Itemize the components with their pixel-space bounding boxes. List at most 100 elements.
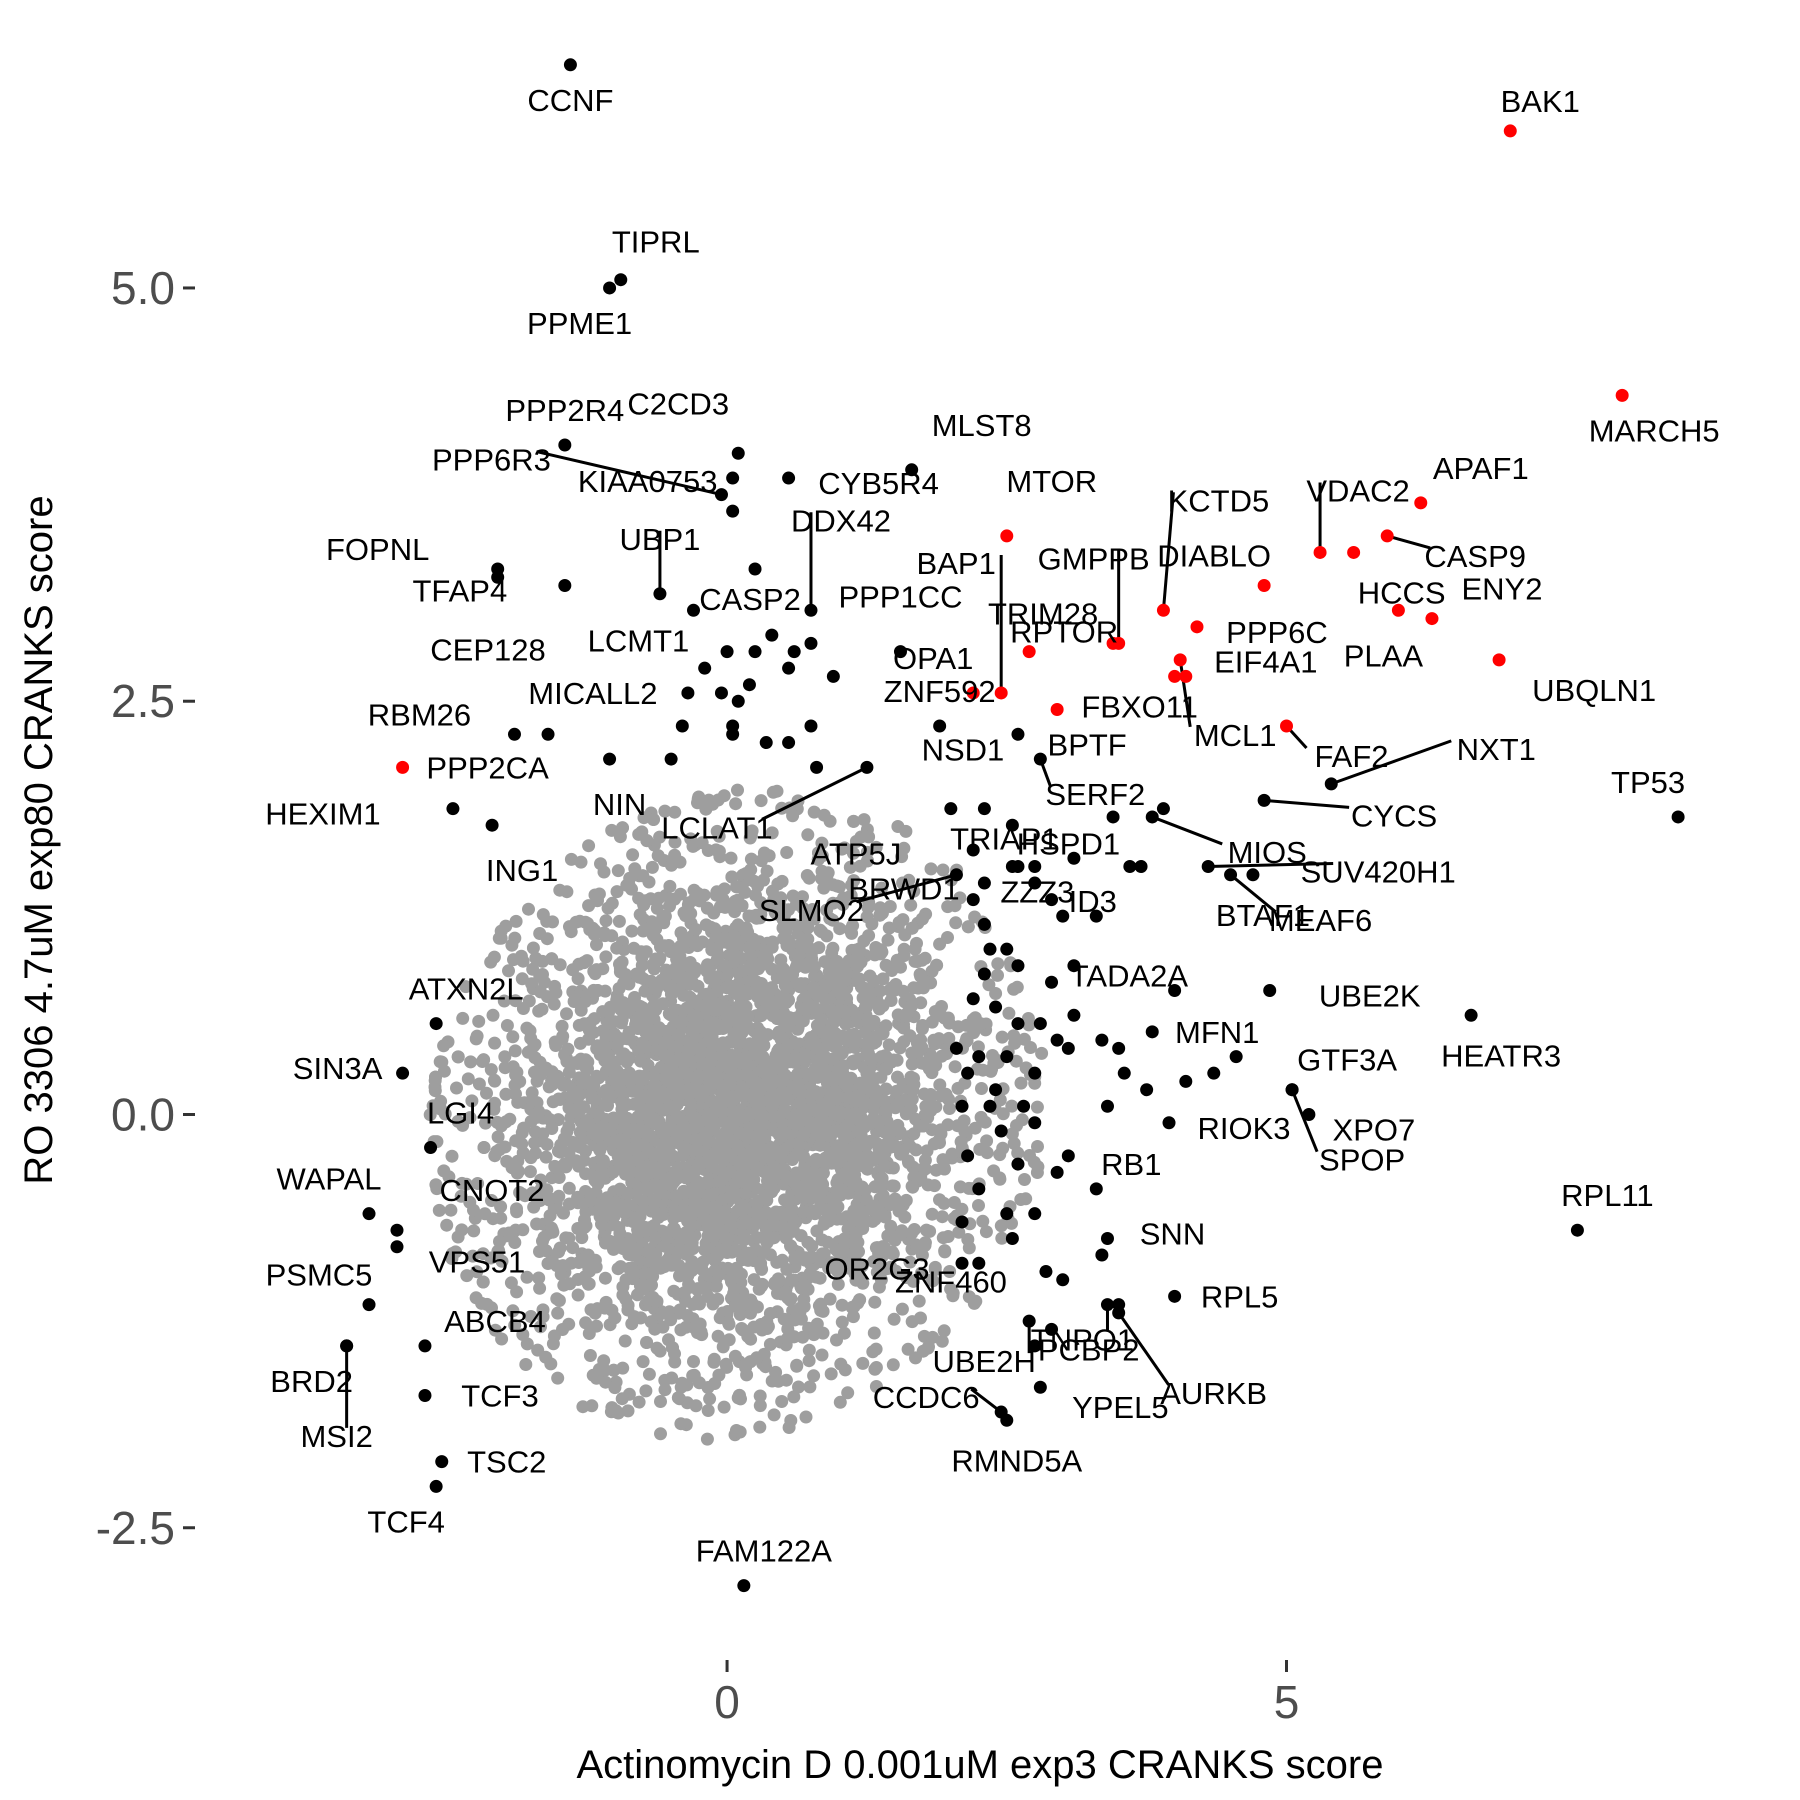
background-point: [710, 945, 723, 959]
background-point: [539, 1150, 553, 1164]
background-point: [703, 1392, 717, 1406]
hit-point: [1229, 1050, 1243, 1064]
background-point: [813, 1271, 827, 1285]
data-point: [390, 1223, 404, 1237]
background-point: [917, 1161, 931, 1175]
point-label: PPP2R4: [505, 393, 624, 428]
point-label: TRIM28: [988, 596, 1098, 631]
background-point: [615, 1112, 629, 1126]
data-point: [396, 760, 410, 774]
background-point: [577, 1017, 591, 1031]
background-point: [595, 1199, 609, 1213]
background-point: [728, 1299, 742, 1313]
background-point: [812, 1021, 826, 1035]
background-point: [914, 1266, 928, 1280]
leader-line: [856, 873, 957, 904]
background-point: [906, 1180, 920, 1194]
background-point: [715, 1105, 729, 1119]
background-point: [835, 842, 849, 856]
background-point: [818, 1214, 832, 1228]
background-point: [775, 991, 789, 1005]
background-point: [588, 923, 602, 937]
background-point: [491, 1130, 505, 1144]
point-label: NIN: [593, 787, 646, 822]
data-point: [541, 727, 555, 741]
data-point: [1324, 777, 1338, 791]
background-point: [862, 830, 876, 844]
background-point: [597, 1354, 611, 1368]
background-point: [712, 1368, 726, 1382]
data-point: [485, 818, 499, 832]
background-point: [641, 1058, 655, 1072]
background-point: [809, 1155, 823, 1169]
background-point: [534, 1182, 548, 1196]
background-point: [511, 1154, 525, 1168]
background-point: [707, 1352, 721, 1366]
hit-point: [1117, 1066, 1131, 1080]
background-point: [916, 1119, 930, 1133]
background-point: [870, 1137, 884, 1151]
background-point: [713, 900, 727, 914]
background-point: [625, 924, 639, 938]
background-point: [668, 835, 682, 849]
background-point: [611, 864, 625, 878]
background-point: [582, 839, 596, 853]
data-point: [1011, 727, 1025, 741]
hit-point: [1011, 1017, 1025, 1031]
background-point: [548, 979, 562, 993]
background-point: [941, 900, 955, 914]
data-point: [1039, 1265, 1053, 1279]
background-point: [550, 1292, 564, 1306]
background-point: [917, 1087, 931, 1101]
background-point: [562, 1146, 576, 1160]
hit-point: [994, 1124, 1008, 1138]
point-label: BTAF1: [1216, 898, 1310, 933]
data-point: [714, 488, 728, 502]
background-point: [858, 1000, 872, 1014]
point-label: MIOS: [1228, 835, 1307, 870]
background-point: [1021, 1012, 1035, 1025]
background-point: [672, 1067, 685, 1081]
background-point: [640, 1019, 654, 1033]
background-point: [524, 1310, 538, 1323]
background-point: [687, 1181, 701, 1195]
background-point: [729, 1176, 743, 1190]
data-point: [563, 58, 577, 72]
background-point: [808, 1122, 822, 1136]
background-point: [796, 890, 809, 904]
background-point: [637, 898, 651, 912]
background-point: [753, 1389, 767, 1403]
background-point: [552, 1144, 565, 1158]
background-point: [654, 940, 667, 954]
background-point: [976, 1214, 990, 1228]
background-point: [724, 851, 738, 865]
background-point: [803, 1037, 817, 1051]
background-point: [902, 1156, 916, 1170]
background-point: [429, 1070, 442, 1084]
hit-point: [664, 752, 678, 766]
background-point: [695, 836, 709, 850]
background-point: [607, 1073, 621, 1087]
leader-line: [1208, 862, 1334, 869]
background-point: [621, 998, 635, 1011]
background-point: [459, 980, 473, 994]
background-point: [546, 1225, 560, 1239]
background-point: [484, 1063, 498, 1077]
background-point: [488, 1096, 502, 1110]
leader-line: [1117, 1312, 1170, 1386]
background-point: [536, 1310, 550, 1324]
hit-point: [748, 645, 762, 659]
background-point: [856, 1356, 870, 1370]
data-point: [1380, 529, 1394, 543]
point-label: ATXN2L: [409, 972, 524, 1007]
background-point: [726, 944, 740, 958]
hit-point: [810, 760, 824, 774]
background-point: [879, 1082, 893, 1096]
background-point: [692, 1162, 706, 1175]
leader-line: [1290, 1089, 1319, 1153]
background-point: [533, 1068, 547, 1082]
background-point: [545, 952, 559, 966]
background-point: [827, 1191, 841, 1205]
background-point: [868, 1362, 882, 1376]
